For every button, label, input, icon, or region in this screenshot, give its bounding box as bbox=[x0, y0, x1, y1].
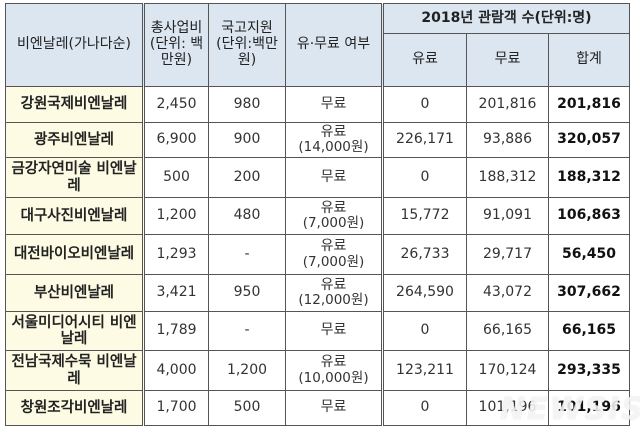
paid-visitors-cell: 0 bbox=[382, 86, 467, 123]
total-visitors-cell: 188,312 bbox=[548, 157, 630, 198]
fee-cell: 무료 bbox=[285, 86, 384, 123]
fee-cell: 유료 (12,000원) bbox=[285, 274, 384, 312]
total-visitors-cell: 56,450 bbox=[548, 234, 630, 275]
budget-cell: 500 bbox=[143, 157, 209, 198]
fee-cell: 유료 (10,000원) bbox=[285, 350, 384, 391]
subsidy-cell: - bbox=[208, 234, 286, 275]
paid-visitors-cell: 15,772 bbox=[382, 197, 467, 235]
table-row: 대전바이오비엔날레 1,293 - 유료 (7,000원) 26,733 29,7… bbox=[5, 234, 630, 275]
subsidy-cell: 1,200 bbox=[208, 350, 286, 391]
subsidy-cell: - bbox=[208, 311, 286, 351]
biennale-name: 전남국제수묵 비엔날레 bbox=[5, 350, 145, 391]
total-visitors-cell: 320,057 bbox=[548, 122, 630, 158]
biennale-name: 광주비엔날레 bbox=[5, 122, 145, 158]
table-row: 서울미디어시티 비엔날레 1,789 - 무료 0 66,165 66,165 bbox=[5, 311, 630, 351]
paid-visitors-cell: 0 bbox=[382, 311, 467, 351]
fee-price: (7,000원) bbox=[302, 253, 365, 270]
paid-visitors-cell: 26,733 bbox=[382, 234, 467, 275]
header-total: 합계 bbox=[548, 33, 630, 87]
paid-visitors-cell: 226,171 bbox=[382, 122, 467, 158]
table-row: 대구사진비엔날레 1,200 480 유료 (7,000원) 15,772 91,… bbox=[5, 197, 630, 235]
fee-cell: 유료 (7,000원) bbox=[285, 197, 384, 235]
table-row: 광주비엔날레 6,900 900 유료 (14,000원) 226,171 93,… bbox=[5, 122, 630, 158]
total-visitors-cell: 201,816 bbox=[548, 86, 630, 123]
subsidy-cell: 480 bbox=[208, 197, 286, 235]
fee-price: (7,000원) bbox=[302, 215, 365, 232]
fee-cell: 무료 bbox=[285, 390, 384, 426]
biennale-name: 부산비엔날레 bbox=[5, 274, 145, 312]
total-visitors-cell: 66,165 bbox=[548, 311, 630, 351]
header-budget: 총사업비 (단위: 백만원) bbox=[143, 3, 209, 87]
biennale-name: 서울미디어시티 비엔날레 bbox=[5, 311, 145, 351]
paid-visitors-cell: 123,211 bbox=[382, 350, 467, 391]
biennale-name: 대전바이오비엔날레 bbox=[5, 234, 145, 275]
subsidy-cell: 500 bbox=[208, 390, 286, 426]
paid-visitors-cell: 0 bbox=[382, 157, 467, 198]
subsidy-cell: 980 bbox=[208, 86, 286, 123]
free-visitors-cell: 91,091 bbox=[466, 197, 549, 235]
header-name: 비엔날레(가나다순) bbox=[5, 3, 145, 87]
table-row: 전남국제수묵 비엔날레 4,000 1,200 유료 (10,000원) 123,… bbox=[5, 350, 630, 391]
free-visitors-cell: 101,196 bbox=[466, 390, 549, 426]
free-visitors-cell: 188,312 bbox=[466, 157, 549, 198]
table-row: 강원국제비엔날레 2,450 980 무료 0 201,816 201,816 bbox=[5, 86, 630, 123]
budget-cell: 3,421 bbox=[143, 274, 209, 312]
table-row: 금강자연미술 비엔날레 500 200 무료 0 188,312 188,312 bbox=[5, 157, 630, 198]
budget-cell: 4,000 bbox=[143, 350, 209, 391]
fee-type: 유료 bbox=[320, 123, 347, 140]
fee-price: (10,000원) bbox=[298, 369, 369, 386]
paid-visitors-cell: 0 bbox=[382, 390, 467, 426]
paid-visitors-cell: 264,590 bbox=[382, 274, 467, 312]
fee-type: 무료 bbox=[320, 322, 347, 339]
fee-price: (12,000원) bbox=[298, 292, 369, 309]
total-visitors-cell: 101,196 bbox=[548, 390, 630, 426]
biennale-name: 금강자연미술 비엔날레 bbox=[5, 157, 145, 198]
subsidy-cell: 950 bbox=[208, 274, 286, 312]
table-row: 창원조각비엔날레 1,700 500 무료 0 101,196 101,196 bbox=[5, 390, 630, 426]
fee-cell: 유료 (14,000원) bbox=[285, 122, 384, 158]
header-fee: 유·무료 여부 bbox=[285, 3, 384, 87]
budget-cell: 1,700 bbox=[143, 390, 209, 426]
fee-type: 무료 bbox=[320, 168, 347, 185]
free-visitors-cell: 43,072 bbox=[466, 274, 549, 312]
header-subsidy: 국고지원 (단위:백만원) bbox=[208, 3, 286, 87]
header-paid: 유료 bbox=[382, 33, 467, 87]
fee-cell: 무료 bbox=[285, 157, 384, 198]
budget-cell: 1,293 bbox=[143, 234, 209, 275]
header-free: 무료 bbox=[466, 33, 549, 87]
budget-cell: 6,900 bbox=[143, 122, 209, 158]
fee-type: 유료 bbox=[320, 238, 347, 255]
free-visitors-cell: 29,717 bbox=[466, 234, 549, 275]
fee-type: 유료 bbox=[320, 276, 347, 293]
budget-cell: 2,450 bbox=[143, 86, 209, 123]
biennale-name: 창원조각비엔날레 bbox=[5, 390, 145, 426]
subsidy-cell: 200 bbox=[208, 157, 286, 198]
fee-cell: 무료 bbox=[285, 311, 384, 351]
fee-type: 무료 bbox=[320, 95, 347, 112]
biennale-name: 대구사진비엔날레 bbox=[5, 197, 145, 235]
fee-type: 유료 bbox=[320, 199, 347, 216]
table-row: 부산비엔날레 3,421 950 유료 (12,000원) 264,590 43,… bbox=[5, 274, 630, 312]
total-visitors-cell: 106,863 bbox=[548, 197, 630, 235]
biennale-table: 비엔날레(가나다순) 총사업비 (단위: 백만원) 국고지원 (단위:백만원) … bbox=[5, 3, 630, 426]
fee-type: 유료 bbox=[320, 354, 347, 371]
biennale-name: 강원국제비엔날레 bbox=[5, 86, 145, 123]
free-visitors-cell: 170,124 bbox=[466, 350, 549, 391]
free-visitors-cell: 93,886 bbox=[466, 122, 549, 158]
total-visitors-cell: 307,662 bbox=[548, 274, 630, 312]
free-visitors-cell: 201,816 bbox=[466, 86, 549, 123]
budget-cell: 1,789 bbox=[143, 311, 209, 351]
budget-cell: 1,200 bbox=[143, 197, 209, 235]
free-visitors-cell: 66,165 bbox=[466, 311, 549, 351]
fee-cell: 유료 (7,000원) bbox=[285, 234, 384, 275]
total-visitors-cell: 293,335 bbox=[548, 350, 630, 391]
fee-type: 무료 bbox=[320, 399, 347, 416]
header-visitors-group: 2018년 관람객 수(단위:명) bbox=[382, 3, 630, 34]
fee-price: (14,000원) bbox=[298, 139, 369, 156]
subsidy-cell: 900 bbox=[208, 122, 286, 158]
